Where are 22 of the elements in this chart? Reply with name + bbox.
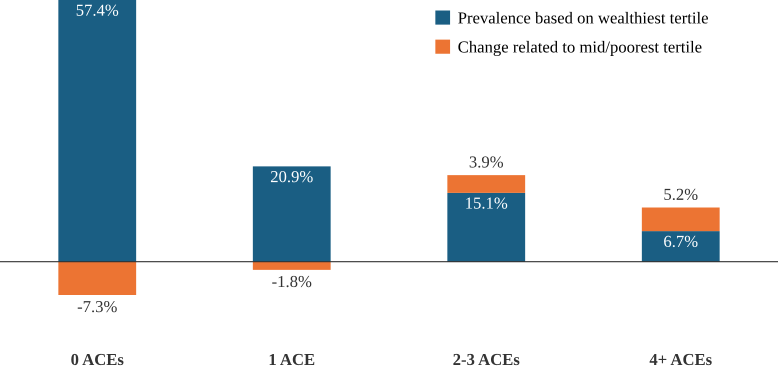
x-tick-label: 1 ACE — [270, 354, 314, 366]
bar — [642, 231, 720, 262]
data-label: 20.9% — [270, 171, 313, 182]
bar — [447, 175, 526, 193]
x-tick-label: 0 ACEs — [71, 354, 124, 366]
bar — [447, 192, 526, 262]
data-label: 6.7% — [664, 236, 698, 248]
bar — [252, 262, 331, 270]
data-label: -7.3% — [78, 300, 117, 312]
bar — [58, 262, 136, 296]
data-label: 15.1% — [466, 197, 508, 209]
legend-label: Change related to mid/poorest tertile — [458, 40, 702, 56]
bar — [58, 0, 136, 262]
data-label: 57.4% — [76, 4, 118, 16]
data-label: 3.9% — [470, 156, 504, 168]
data-label: 5.2% — [664, 188, 698, 200]
data-label: -1.8% — [272, 276, 312, 288]
bar — [642, 207, 720, 232]
x-tick-label: 4+ ACEs — [650, 354, 712, 366]
bar — [252, 166, 331, 262]
x-tick-label: 2-3 ACEs — [453, 354, 520, 366]
legend-label: Prevalence based on wealthiest tertile — [458, 12, 708, 24]
